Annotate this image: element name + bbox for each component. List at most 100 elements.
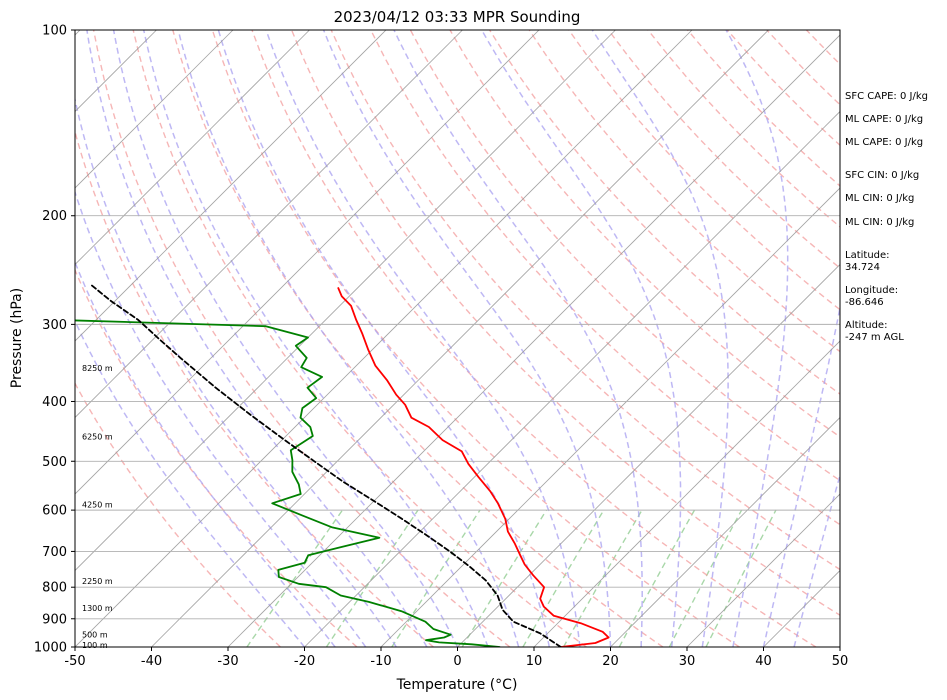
mixing-ratio-line: [246, 509, 344, 647]
x-tick-label: 0: [453, 654, 461, 669]
x-tick-label: 20: [602, 654, 619, 669]
moist-adiabat-line: [75, 189, 367, 647]
dry-adiabat-line: [925, 30, 947, 647]
background-lines: [75, 30, 947, 647]
y-tick-label: 600: [42, 504, 67, 519]
moist-adiabat-line: [762, 303, 840, 647]
y-tick-label: 400: [42, 395, 67, 410]
y-tick-label: 700: [42, 545, 67, 560]
side-info-text: -247 m AGL: [845, 332, 904, 343]
y-tick-label: 900: [42, 612, 67, 627]
x-tick-label: -10: [370, 654, 391, 669]
moist-adiabat-line: [481, 30, 682, 647]
moist-adiabat-line: [112, 30, 459, 647]
side-info-text: ML CAPE: 0 J/kg: [845, 137, 923, 148]
y-tick-label: 200: [42, 209, 67, 224]
moist-adiabat-line: [75, 96, 397, 647]
dry-adiabat-line: [75, 129, 434, 647]
moist-adiabat-line: [217, 30, 551, 647]
mixing-ratio-line: [391, 509, 481, 647]
dry-adiabat-line: [290, 30, 840, 617]
y-axis-ticks: 100 200 300 400 500 600 700 800 900 1000: [34, 24, 75, 656]
y-tick-label: 1000: [34, 641, 67, 656]
side-info-text: SFC CAPE: 0 J/kg: [845, 91, 928, 102]
mixing-ratio-line: [562, 509, 643, 647]
side-info-text: Altitude:: [845, 320, 887, 331]
side-info-text: Latitude:: [845, 250, 890, 261]
moist-adiabat-line: [322, 30, 612, 647]
height-label: 6250 m: [82, 433, 113, 442]
dry-adiabat-line: [568, 30, 840, 311]
y-tick-label: 100: [42, 24, 67, 39]
isotherm-line: [380, 187, 840, 647]
dry-adiabat-line: [449, 30, 840, 438]
side-info-text: -86.646: [845, 297, 884, 308]
moist-adiabat-line: [86, 30, 428, 647]
side-info-text: 34.724: [845, 262, 880, 273]
x-tick-label: 50: [832, 654, 849, 669]
x-tick-label: -40: [141, 654, 162, 669]
height-label: 4250 m: [82, 501, 113, 510]
isotherm-line: [75, 30, 463, 419]
isotherm-line: [457, 263, 840, 647]
isotherm-line: [75, 30, 234, 189]
isotherm-line: [304, 110, 840, 647]
moist-adiabat-line: [591, 30, 729, 647]
moist-adiabat-line: [75, 260, 336, 647]
height-label: 2250 m: [82, 577, 113, 586]
dry-adiabat-line: [75, 268, 358, 647]
dry-adiabat-line: [92, 30, 511, 647]
dry-adiabat-line: [211, 30, 740, 647]
side-info-text: SFC CIN: 0 J/kg: [845, 170, 919, 181]
mixing-ratio-line: [522, 509, 605, 647]
moist-adiabat-line: [177, 30, 520, 647]
data-series: [75, 283, 610, 647]
height-label: 100 m: [82, 641, 108, 650]
height-label: 8250 m: [82, 364, 113, 373]
side-info-text: ML CIN: 0 J/kg: [845, 217, 914, 228]
isotherm-line: [75, 30, 387, 342]
y-axis-label: Pressure (hPa): [9, 288, 25, 388]
moist-adiabat-line: [393, 30, 643, 647]
isotherm-line: [533, 340, 840, 647]
x-tick-label: 30: [679, 654, 696, 669]
y-tick-label: 500: [42, 455, 67, 470]
moist-adiabat-line: [265, 30, 581, 647]
side-info-text: Longitude:: [845, 285, 898, 296]
dry-adiabat-line: [251, 30, 817, 647]
moist-adiabat-line: [725, 30, 789, 647]
moist-adiabat-line: [793, 472, 840, 647]
y-tick-label: 800: [42, 581, 67, 596]
x-tick-label: -20: [294, 654, 315, 669]
dry-adiabat-line: [75, 381, 281, 647]
isotherm-line: [75, 30, 310, 266]
chart-title: 2023/04/12 03:33 MPR Sounding: [334, 8, 581, 26]
x-tick-label: 10: [526, 654, 543, 669]
side-info-text: ML CAPE: 0 J/kg: [845, 114, 923, 125]
parcel-line: [89, 283, 562, 647]
dry-adiabat-line: [528, 30, 840, 353]
temperature-line: [337, 287, 610, 647]
side-info-text: ML CIN: 0 J/kg: [845, 193, 914, 204]
side-panel: SFC CAPE: 0 J/kg ML CAPE: 0 J/kg ML CAPE: …: [845, 91, 928, 343]
plot-frame: [74, 29, 841, 648]
x-tick-label: 40: [755, 654, 772, 669]
isotherm-line: [227, 34, 840, 647]
dry-adiabat-line: [330, 30, 840, 571]
isotherm-line: [151, 30, 769, 647]
height-label: 500 m: [82, 631, 108, 640]
mixing-ratio-line: [461, 509, 548, 647]
isotherm-line: [686, 493, 840, 647]
isotherm-line: [75, 30, 540, 495]
isotherm-line: [75, 30, 693, 647]
x-axis-ticks: -50 -40 -30 -20 -10 0 10 20 30 40 50: [64, 647, 848, 669]
mixing-ratio-line: [705, 509, 777, 647]
x-tick-label: -30: [217, 654, 238, 669]
y-tick-label: 300: [42, 318, 67, 333]
dry-adiabat-line: [489, 30, 840, 395]
isotherm-line: [610, 416, 840, 647]
dewpoint-line: [75, 319, 501, 647]
dry-adiabat-line: [172, 30, 664, 647]
